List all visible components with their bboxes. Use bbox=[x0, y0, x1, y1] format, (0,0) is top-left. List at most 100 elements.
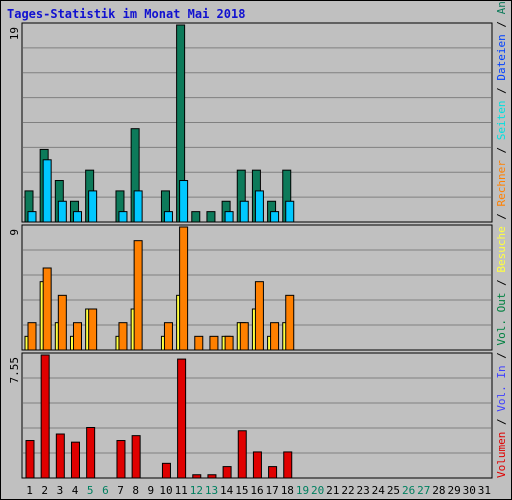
bar-rechner-day-2 bbox=[42, 267, 52, 351]
x-tick-label-day-7: 7 bbox=[117, 484, 124, 497]
legend-label: Vol. In bbox=[495, 365, 508, 411]
x-tick-label-day-25: 25 bbox=[387, 484, 400, 497]
legend-separator: / bbox=[495, 412, 508, 432]
bar-dateien-day-8 bbox=[133, 190, 143, 223]
bar-rechner-day-14 bbox=[224, 335, 234, 351]
x-tick-label-day-29: 29 bbox=[447, 484, 460, 497]
x-tick-label-day-23: 23 bbox=[357, 484, 370, 497]
bar-dateien-day-2 bbox=[42, 159, 52, 223]
bar-dateien-day-3 bbox=[57, 200, 67, 223]
x-tick-label-day-16: 16 bbox=[250, 484, 263, 497]
ymax-label: 7.55 bbox=[8, 357, 21, 384]
x-tick-label-day-20: 20 bbox=[311, 484, 324, 497]
bar-rechner-day-5 bbox=[88, 308, 98, 351]
bar-dateien-day-1 bbox=[27, 211, 37, 223]
bar-dateien-day-10 bbox=[163, 211, 173, 223]
bar-dateien-day-14 bbox=[224, 211, 234, 223]
bar-volumen-day-4 bbox=[70, 441, 80, 479]
bar-volumen-day-8 bbox=[131, 435, 141, 479]
bar-volumen-day-13 bbox=[207, 474, 217, 479]
bar-dateien-day-17 bbox=[270, 211, 280, 223]
bar-dateien-day-11 bbox=[179, 180, 189, 223]
legend-label: Vol. Out bbox=[495, 293, 508, 346]
legend-separator: / bbox=[495, 81, 508, 101]
bar-rechner-day-13 bbox=[209, 335, 219, 351]
bar-volumen-day-3 bbox=[55, 433, 65, 479]
bar-volumen-day-17 bbox=[268, 466, 278, 479]
legend-label: Rechner bbox=[495, 160, 508, 207]
right-legend: Volumen / Vol. In / Vol. Out / Besuche /… bbox=[495, 1, 508, 478]
bar-dateien-day-15 bbox=[239, 200, 249, 223]
x-tick-label-day-24: 24 bbox=[372, 484, 386, 497]
bar-volumen-day-12 bbox=[192, 474, 202, 479]
x-tick-label-day-8: 8 bbox=[132, 484, 139, 497]
x-tick-label-day-21: 21 bbox=[326, 484, 339, 497]
bar-rechner-day-17 bbox=[270, 322, 280, 351]
legend-label: Seiten bbox=[495, 100, 508, 140]
bar-rechner-day-15 bbox=[239, 322, 249, 351]
bar-dateien-day-18 bbox=[285, 200, 295, 223]
x-tick-label-day-19: 19 bbox=[296, 484, 309, 497]
x-tick-label-day-17: 17 bbox=[266, 484, 279, 497]
legend-separator: / bbox=[495, 14, 508, 34]
chart-title: Tages-Statistik im Monat Mai 2018 bbox=[7, 7, 246, 21]
x-tick-label-day-12: 12 bbox=[190, 484, 203, 497]
bar-rechner-day-8 bbox=[133, 240, 143, 351]
bar-rechner-day-16 bbox=[254, 281, 264, 351]
bar-rechner-day-10 bbox=[163, 322, 173, 351]
bar-anfragen-day-13 bbox=[206, 211, 216, 223]
x-tick-label-day-31: 31 bbox=[478, 484, 491, 497]
x-tick-label-day-5: 5 bbox=[87, 484, 94, 497]
x-tick-label-day-3: 3 bbox=[57, 484, 64, 497]
x-tick-label-day-2: 2 bbox=[41, 484, 48, 497]
bar-volumen-day-16 bbox=[252, 451, 262, 479]
x-tick-label-day-28: 28 bbox=[432, 484, 445, 497]
bar-volumen-day-2 bbox=[40, 354, 50, 479]
bar-volumen-day-10 bbox=[161, 462, 171, 479]
x-tick-label-day-11: 11 bbox=[175, 484, 188, 497]
x-tick-label-day-27: 27 bbox=[417, 484, 430, 497]
bar-rechner-day-12 bbox=[194, 335, 204, 351]
legend-label: Besuche bbox=[495, 226, 508, 272]
legend-label: Dateien bbox=[495, 34, 508, 80]
bar-volumen-day-15 bbox=[237, 430, 247, 479]
legend-separator: / bbox=[495, 140, 508, 160]
x-tick-label-day-18: 18 bbox=[281, 484, 294, 497]
x-tick-label-day-9: 9 bbox=[148, 484, 155, 497]
x-tick-label-day-4: 4 bbox=[72, 484, 79, 497]
x-tick-label-day-1: 1 bbox=[26, 484, 33, 497]
legend-separator: / bbox=[495, 273, 508, 293]
x-tick-label-day-14: 14 bbox=[220, 484, 234, 497]
x-tick-label-day-15: 15 bbox=[235, 484, 248, 497]
bar-dateien-day-4 bbox=[72, 211, 82, 223]
legend-label: Anfragen bbox=[495, 1, 508, 14]
bar-rechner-day-1 bbox=[27, 322, 37, 351]
bar-rechner-day-18 bbox=[285, 294, 295, 351]
bar-volumen-day-1 bbox=[25, 440, 35, 479]
legend-separator: / bbox=[495, 346, 508, 366]
bar-dateien-day-5 bbox=[88, 190, 98, 223]
legend-label: Volumen bbox=[495, 432, 508, 478]
legend-separator: / bbox=[495, 206, 508, 226]
x-tick-label-day-10: 10 bbox=[159, 484, 172, 497]
bar-volumen-day-11 bbox=[177, 358, 187, 479]
bar-volumen-day-18 bbox=[283, 451, 293, 479]
bar-volumen-day-7 bbox=[116, 440, 126, 479]
bar-volumen-day-14 bbox=[222, 466, 232, 479]
bar-anfragen-day-12 bbox=[191, 211, 201, 223]
bar-dateien-day-16 bbox=[254, 190, 264, 223]
x-tick-label-day-30: 30 bbox=[463, 484, 476, 497]
bar-rechner-day-4 bbox=[72, 322, 82, 351]
bar-rechner-day-11 bbox=[179, 226, 189, 351]
ymax-label: 9 bbox=[8, 229, 21, 236]
x-tick-label-day-13: 13 bbox=[205, 484, 218, 497]
x-tick-label-day-22: 22 bbox=[341, 484, 354, 497]
bar-rechner-day-7 bbox=[118, 322, 128, 351]
bar-rechner-day-3 bbox=[57, 294, 67, 351]
bar-dateien-day-7 bbox=[118, 211, 128, 223]
x-tick-label-day-6: 6 bbox=[102, 484, 109, 497]
x-tick-label-day-26: 26 bbox=[402, 484, 415, 497]
ymax-label: 19 bbox=[8, 27, 21, 40]
